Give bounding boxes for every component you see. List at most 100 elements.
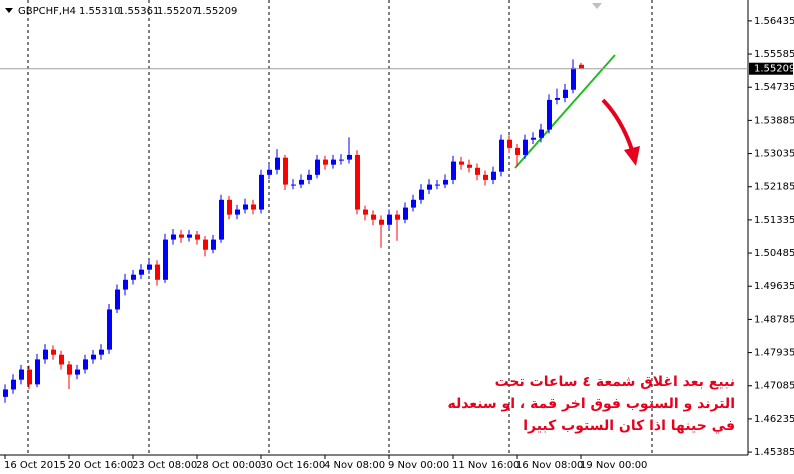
candle-body xyxy=(387,214,392,225)
candle-body xyxy=(499,139,504,172)
candle-body xyxy=(19,369,24,380)
trend-line xyxy=(514,54,616,169)
candle-body xyxy=(131,274,136,280)
y-tick-label: 1.55585 xyxy=(754,49,794,60)
candle-body xyxy=(67,364,72,375)
x-tick-label: 16 Oct 2015 xyxy=(4,460,66,471)
annotation-line: الترند و الستوب فوق اخر قمة ، او سنعدله xyxy=(447,396,735,412)
y-tick-label: 1.49635 xyxy=(754,281,794,292)
y-tick-label: 1.45385 xyxy=(754,447,794,458)
candle-body xyxy=(235,209,240,215)
annotation-line: نبيع بعد اغلاق شمعة ٤ ساعات تحت xyxy=(494,374,735,390)
x-tick-label: 20 Oct 16:00 xyxy=(68,460,133,471)
candle-body xyxy=(379,219,384,225)
candle-body xyxy=(459,161,464,165)
menu-arrow[interactable] xyxy=(5,8,13,13)
candle-body xyxy=(403,207,408,220)
candle-body xyxy=(515,147,520,155)
candle-body xyxy=(107,309,112,350)
candle-body xyxy=(435,184,440,186)
candle-body xyxy=(3,389,8,397)
y-tick-label: 1.53035 xyxy=(754,149,794,160)
candle-body xyxy=(547,99,552,130)
x-tick-label: 23 Oct 08:00 xyxy=(132,460,197,471)
y-tick-label: 1.54735 xyxy=(754,82,794,93)
candle-body xyxy=(531,137,536,140)
y-tick-label: 1.56435 xyxy=(754,16,794,27)
candle-body xyxy=(187,234,192,238)
x-tick-label: 19 Nov 00:00 xyxy=(580,460,647,471)
header-value: 1.55361 xyxy=(118,6,159,17)
candle-body xyxy=(219,199,224,240)
candle-body xyxy=(259,174,264,210)
candle-body xyxy=(179,234,184,238)
y-tick-label: 1.48785 xyxy=(754,314,794,325)
candle-body xyxy=(35,359,40,385)
candle-body xyxy=(355,154,360,210)
candle-body xyxy=(291,184,296,186)
x-tick-label: 4 Nov 08:00 xyxy=(324,460,385,471)
annotation: نبيع بعد اغلاق شمعة ٤ ساعات تحت الترند و … xyxy=(447,371,735,437)
header-value: 1.55310 xyxy=(79,6,120,17)
candle-body xyxy=(243,204,248,210)
y-tick-label: 1.52185 xyxy=(754,182,794,193)
candle-body xyxy=(331,159,336,165)
candle-body xyxy=(139,269,144,275)
candle-body xyxy=(419,189,424,200)
candle-body xyxy=(315,159,320,175)
candle-body xyxy=(147,264,152,270)
candle-body xyxy=(347,154,352,160)
symbol: GBPCHF,H4 xyxy=(18,6,76,17)
y-tick-label: 1.46235 xyxy=(754,414,794,425)
current-price-box xyxy=(749,62,793,75)
x-tick-label: 11 Nov 16:00 xyxy=(452,460,519,471)
candle-body xyxy=(211,239,216,250)
candle-body xyxy=(323,159,328,165)
candle-body xyxy=(579,64,584,69)
candle-body xyxy=(283,157,288,185)
candle-body xyxy=(467,164,472,168)
candle-body xyxy=(27,369,32,385)
candle-body xyxy=(83,359,88,370)
candle-body xyxy=(195,234,200,240)
candle-body xyxy=(443,179,448,185)
candle-body xyxy=(99,349,104,355)
y-tick-label: 1.53885 xyxy=(754,115,794,126)
candle-body xyxy=(563,89,568,98)
candle-body xyxy=(251,204,256,210)
annotation-line: في حينها اذا كان الستوب كبيرا xyxy=(523,418,735,434)
candle-body xyxy=(299,179,304,185)
candle-body xyxy=(555,97,560,100)
candle-body xyxy=(59,354,64,365)
x-tick-label: 28 Oct 00:00 xyxy=(196,460,261,471)
arrow-head xyxy=(624,146,640,166)
candle-body xyxy=(115,289,120,310)
y-tick-label: 1.47085 xyxy=(754,381,794,392)
candle-body xyxy=(11,379,16,390)
candle-body xyxy=(571,67,576,90)
candle-body xyxy=(43,349,48,360)
x-tick-label: 16 Nov 08:00 xyxy=(516,460,583,471)
candle-body xyxy=(523,139,528,155)
header-value: 1.55209 xyxy=(196,6,237,17)
arrow-shaft xyxy=(601,98,634,151)
candle-body xyxy=(371,214,376,220)
y-tick-label: 1.47935 xyxy=(754,348,794,359)
candle-body xyxy=(507,139,512,148)
candle-body xyxy=(267,169,272,175)
candle-body xyxy=(51,349,56,355)
y-tick-label: 1.51335 xyxy=(754,215,794,226)
candle-body xyxy=(123,279,128,290)
candle-body xyxy=(475,167,480,175)
candle-body xyxy=(155,264,160,280)
candle-body xyxy=(395,214,400,220)
x-tick-label: 9 Nov 00:00 xyxy=(388,460,449,471)
candle-body xyxy=(539,129,544,138)
shift-marker[interactable] xyxy=(592,3,602,9)
candle-body xyxy=(163,239,168,280)
candle-body xyxy=(75,369,80,375)
candle-body xyxy=(451,161,456,180)
current-price-label: 1.55209 xyxy=(754,64,794,75)
